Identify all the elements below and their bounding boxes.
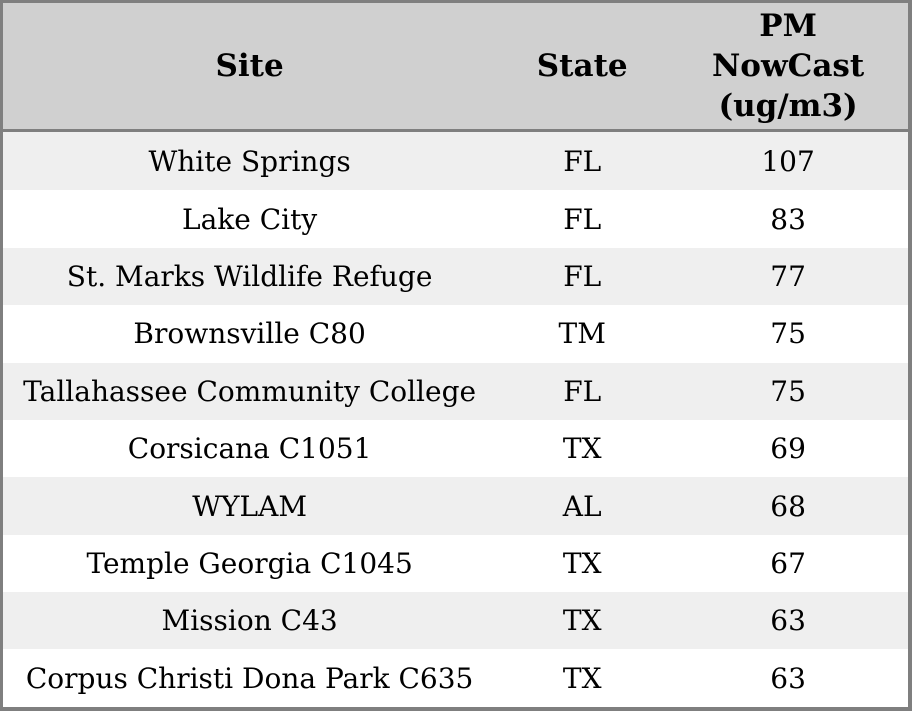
state-cell: FL [563, 260, 602, 294]
state-cell: FL [563, 144, 602, 178]
table-row: Brownsville C80 TM 75 [3, 305, 908, 363]
state-cell: TX [562, 604, 602, 638]
pm-header-line-1: PM [759, 8, 817, 44]
site-cell: St. Marks Wildlife Refuge [66, 260, 433, 294]
table-row: Lake City FL 83 [3, 190, 908, 248]
table-row: Temple Georgia C1045 TX 67 [3, 534, 908, 593]
site-cell: Lake City [182, 202, 318, 236]
pm-value-cell: 63 [770, 604, 806, 638]
table-row: Tallahassee Community College FL 75 [3, 362, 908, 420]
pm-value-cell: 63 [770, 661, 806, 695]
pm-value-cell: 75 [770, 374, 806, 408]
column-header-state: State [496, 3, 669, 132]
state-cell: TX [562, 432, 602, 466]
site-cell: Temple Georgia C1045 [86, 546, 413, 580]
table-row: White Springs FL 107 [3, 130, 908, 191]
state-cell: TX [562, 661, 602, 695]
data-table: Site State PM NowCast (ug/m3) White Spri… [3, 3, 908, 707]
table-header-row: Site State PM NowCast (ug/m3) [3, 3, 908, 132]
site-cell: Tallahassee Community College [23, 374, 477, 408]
pm-value-cell: 67 [770, 546, 806, 580]
site-cell: Mission C43 [161, 604, 338, 638]
pm-value-cell: 77 [770, 260, 806, 294]
state-cell: TM [558, 317, 606, 351]
site-cell: Corpus Christi Dona Park C635 [25, 661, 474, 695]
pm-value-cell: 83 [770, 202, 806, 236]
site-cell: WYLAM [192, 489, 307, 523]
state-cell: FL [563, 202, 602, 236]
column-header-site: Site [3, 3, 497, 132]
table-row: Corpus Christi Dona Park C635 TX 63 [3, 649, 908, 707]
pm-value-cell: 69 [770, 432, 806, 466]
state-cell: FL [563, 374, 602, 408]
pm-value-cell: 107 [761, 144, 815, 178]
table-row: St. Marks Wildlife Refuge FL 77 [3, 247, 908, 306]
state-cell: AL [562, 489, 602, 523]
table-row: WYLAM AL 68 [3, 477, 908, 535]
pm-header-line-2: NowCast [711, 48, 865, 84]
table-body: White Springs FL 107 Lake City FL 83 St.… [3, 130, 908, 707]
site-cell: Corsicana C1051 [127, 432, 372, 466]
site-cell: Brownsville C80 [133, 317, 366, 351]
state-cell: TX [562, 546, 602, 580]
table-row: Corsicana C1051 TX 69 [3, 419, 908, 478]
pm-value-cell: 75 [770, 317, 806, 351]
site-cell: White Springs [148, 144, 351, 178]
pm-header-line-3: (ug/m3) [718, 88, 858, 124]
table-row: Mission C43 TX 63 [3, 592, 908, 650]
pm-value-cell: 68 [770, 489, 806, 523]
column-header-pm-nowcast: PM NowCast (ug/m3) [668, 3, 908, 132]
